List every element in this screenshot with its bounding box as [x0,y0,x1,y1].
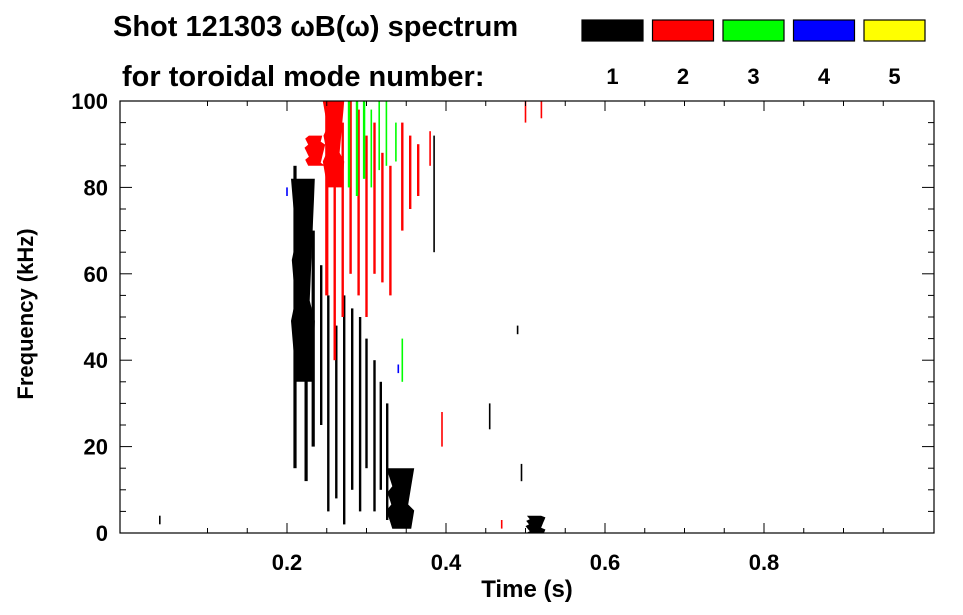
plot-frame [119,100,935,534]
mode-1-streak [386,403,389,520]
mode-2-streak [500,520,503,529]
mode-2-streak [417,144,420,196]
mode-3-streak [385,101,388,166]
mode-2-region [304,135,326,166]
mode-2-streak [325,101,329,296]
y-tick-label: 80 [84,175,108,200]
mode-1-streak [373,360,376,512]
mode-3-streak [362,101,366,179]
mode-4-streak [286,187,288,196]
mode-2-streak [373,122,376,274]
axis-tick-labels: 0.2 0.4 0.6 0.8 0 20 40 60 80 100 [71,89,779,575]
legend-label-5: 5 [888,64,900,89]
y-tick-label: 40 [84,348,108,373]
mode-4-streak [397,364,400,374]
mode-1-streak [488,403,491,430]
y-axis-label: Frequency (kHz) [13,228,38,399]
mode-1-streak [365,338,368,469]
mode-1-streak [335,325,338,499]
y-tick-label: 0 [96,521,108,546]
mode-3-streak [347,101,351,188]
mode-3-streak [370,109,373,188]
legend-swatch-4 [792,19,856,42]
mode-2-streak [365,135,368,317]
mode-1-streak [379,381,382,490]
mode-1-region [386,468,415,529]
mode-2-streak [357,109,360,296]
mode-1-streak [433,135,435,253]
mode-1-streak [320,265,323,425]
mode-3-streak [395,122,397,162]
chart-subtitle: for toroidal mode number: [122,61,485,93]
mode-1-streak [311,230,315,447]
x-axis-label: Time (s) [481,576,573,603]
y-tick-label: 20 [84,435,108,460]
x-tick-label: 0.6 [590,550,621,575]
spectrum-marks [159,101,546,533]
mode-1-streak [520,463,523,482]
legend-label-1: 1 [606,64,618,89]
mode-1-streak [351,308,354,490]
mode-1-streak [343,295,346,525]
mode-1-streak [516,325,519,335]
mode-2-streak [540,101,543,119]
mode-1-region [291,178,315,382]
mode-2-streak [341,122,344,317]
mode-2-streak [429,131,431,166]
legend: 1 2 3 4 5 [581,19,926,89]
mode-1-streak [159,515,161,525]
legend-swatch-1 [581,19,644,42]
mode-1-streak [327,295,330,512]
legend-label-3: 3 [747,64,759,89]
mode-1-streak [304,196,308,482]
mode-3-streak [401,338,404,382]
mode-3-streak [355,101,359,196]
mode-2-streak [409,135,412,209]
mode-2-streak [389,165,392,296]
mode-3-streak [378,101,380,171]
y-tick-label: 60 [84,262,108,287]
legend-label-2: 2 [677,64,689,89]
mode-2-streak [524,101,527,123]
x-tick-label: 0.2 [272,550,303,575]
x-tick-label: 0.8 [749,550,780,575]
mode-2-streak [333,109,336,361]
legend-swatch-2 [651,19,715,42]
mode-2-streak [401,122,404,231]
mode-1-streak [293,165,297,469]
legend-label-4: 4 [818,64,831,89]
chart-title: Shot 121303 ωB(ω) spectrum [113,11,518,43]
axis-ticks [120,100,934,534]
mode-2-streak [381,152,384,283]
legend-swatch-5 [863,19,926,42]
legend-swatch-3 [722,19,785,42]
mode-1-region [525,515,546,533]
x-tick-label: 0.4 [431,550,462,575]
mode-2-streak [441,412,443,447]
y-tick-label: 100 [71,89,108,114]
mode-1-streak [358,317,362,512]
mode-2-streak [349,101,352,274]
